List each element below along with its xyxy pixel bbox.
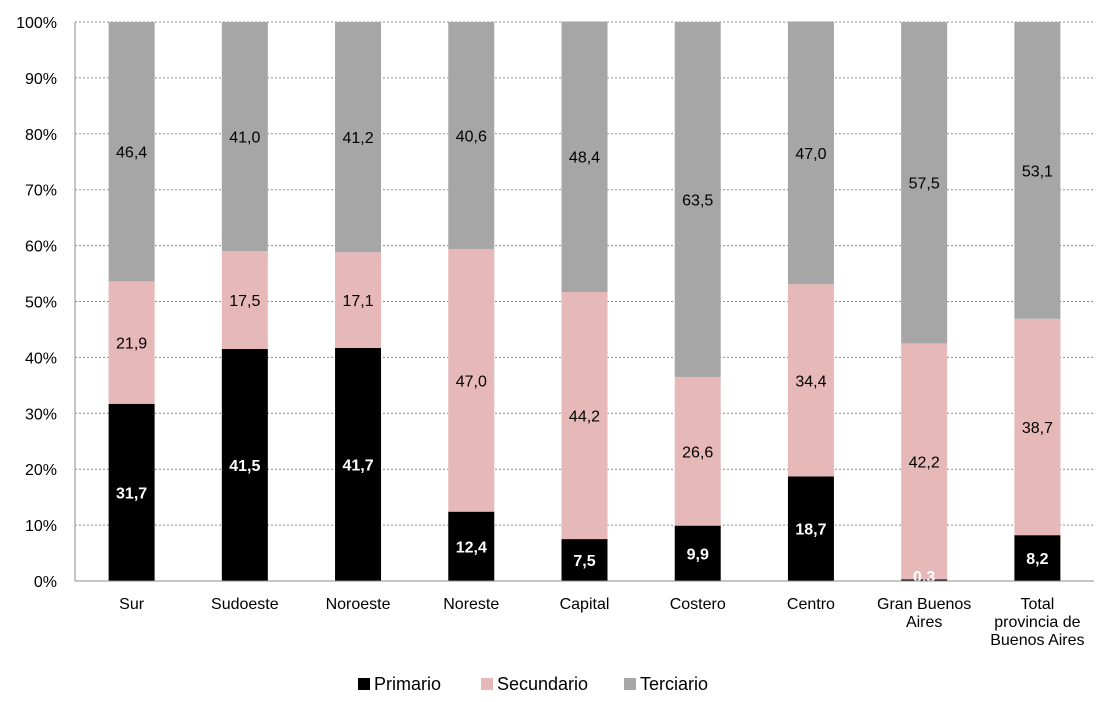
legend-swatch-primario <box>358 678 370 690</box>
data-label-terciario: 41,2 <box>342 130 373 147</box>
bar-terciario <box>1014 22 1061 319</box>
bar-primario <box>674 525 721 581</box>
y-tick-label: 30% <box>25 406 57 423</box>
y-tick-label: 50% <box>25 295 57 312</box>
x-category-label-line: Noroeste <box>326 596 391 613</box>
data-label-secundario: 47,0 <box>456 373 487 390</box>
data-label-secundario: 38,7 <box>1022 420 1053 437</box>
data-label-primario: 41,7 <box>342 457 373 474</box>
x-category-label-line: Buenos Aires <box>990 632 1084 649</box>
data-label-terciario: 57,5 <box>909 176 940 193</box>
bar-primario <box>901 579 948 581</box>
x-category-label: Sudoeste <box>211 596 279 613</box>
data-label-terciario: 41,0 <box>229 130 260 147</box>
bar-secundario <box>561 291 608 540</box>
bar-secundario <box>108 281 155 404</box>
x-category-label-line: Sur <box>119 596 145 613</box>
data-label-primario: 12,4 <box>456 539 487 556</box>
data-label-secundario: 21,9 <box>116 336 147 353</box>
bar-primario <box>221 349 268 581</box>
bar-terciario <box>901 22 948 344</box>
data-label-secundario: 34,4 <box>795 373 826 390</box>
data-label-secundario: 42,2 <box>909 454 940 471</box>
data-label-primario: 31,7 <box>116 485 147 502</box>
x-category-label: Gran Buenos Aires <box>877 596 971 631</box>
y-tick-label: 70% <box>25 183 57 200</box>
data-label-primario: 8,2 <box>1026 551 1048 568</box>
bar-terciario <box>787 21 834 285</box>
bar-secundario <box>448 248 495 512</box>
y-tick-label: 20% <box>25 462 57 479</box>
y-tick-label: 60% <box>25 239 57 256</box>
x-category-label: Sur <box>119 596 145 613</box>
x-category-label: Costero <box>670 596 726 613</box>
data-label-secundario: 44,2 <box>569 409 600 426</box>
bar-terciario <box>561 21 608 292</box>
data-label-primario: 9,9 <box>687 546 709 563</box>
y-tick-label: 100% <box>16 15 57 32</box>
bar-primario <box>787 476 834 581</box>
legend-swatch-secundario <box>481 678 493 690</box>
data-label-secundario: 17,5 <box>229 293 260 310</box>
y-tick-label: 40% <box>25 350 57 367</box>
bar-secundario <box>674 376 721 526</box>
x-category-label-line: Costero <box>670 596 726 613</box>
y-tick-label: 80% <box>25 127 57 144</box>
legend-label-primario: Primario <box>374 674 441 694</box>
data-label-secundario: 17,1 <box>342 293 373 310</box>
bar-primario <box>1014 535 1061 581</box>
data-label-terciario: 48,4 <box>569 150 600 167</box>
x-category-label-line: Aires <box>906 614 942 631</box>
data-label-primario: 7,5 <box>573 553 595 570</box>
bar-primario <box>335 347 382 581</box>
x-category-label-line: Total <box>1020 596 1054 613</box>
x-category-label-line: Noreste <box>443 596 499 613</box>
y-tick-label: 0% <box>34 574 57 591</box>
data-label-terciario: 47,0 <box>795 146 826 163</box>
bar-primario <box>561 539 608 581</box>
x-category-label-line: Centro <box>787 596 835 613</box>
x-category-label-line: Capital <box>560 596 610 613</box>
data-label-terciario: 46,4 <box>116 145 147 162</box>
data-label-secundario: 26,6 <box>682 444 713 461</box>
bar-primario <box>448 511 495 581</box>
y-tick-label: 10% <box>25 518 57 535</box>
bar-secundario <box>1014 318 1061 536</box>
legend-label-terciario: Terciario <box>640 674 708 694</box>
legend-swatch-terciario <box>624 678 636 690</box>
x-category-label: Centro <box>787 596 835 613</box>
x-category-label: Capital <box>560 596 610 613</box>
x-category-label-line: Sudoeste <box>211 596 279 613</box>
x-category-label-line: Gran Buenos <box>877 596 971 613</box>
bar-terciario <box>335 22 382 253</box>
bar-secundario <box>221 251 268 350</box>
bar-secundario <box>901 343 948 580</box>
data-label-primario: 41,5 <box>229 458 260 475</box>
data-label-terciario: 40,6 <box>456 128 487 145</box>
bar-secundario <box>335 252 382 348</box>
y-tick-label: 90% <box>25 71 57 88</box>
x-category-label: Total provincia de Buenos Aires <box>990 596 1084 649</box>
data-label-terciario: 53,1 <box>1022 163 1053 180</box>
bar-terciario <box>221 22 268 252</box>
legend-label-secundario: Secundario <box>497 674 588 694</box>
bar-secundario <box>787 284 834 477</box>
data-label-primario: 18,7 <box>795 522 826 539</box>
data-label-primario: 0,3 <box>913 569 935 586</box>
x-category-label: Noreste <box>443 596 499 613</box>
x-category-label: Noroeste <box>326 596 391 613</box>
bar-terciario <box>108 22 155 282</box>
data-label-terciario: 63,5 <box>682 192 713 209</box>
bar-primario <box>108 403 155 581</box>
bar-terciario <box>448 22 495 249</box>
x-category-label-line: provincia de <box>994 614 1080 631</box>
bar-terciario <box>674 22 721 377</box>
